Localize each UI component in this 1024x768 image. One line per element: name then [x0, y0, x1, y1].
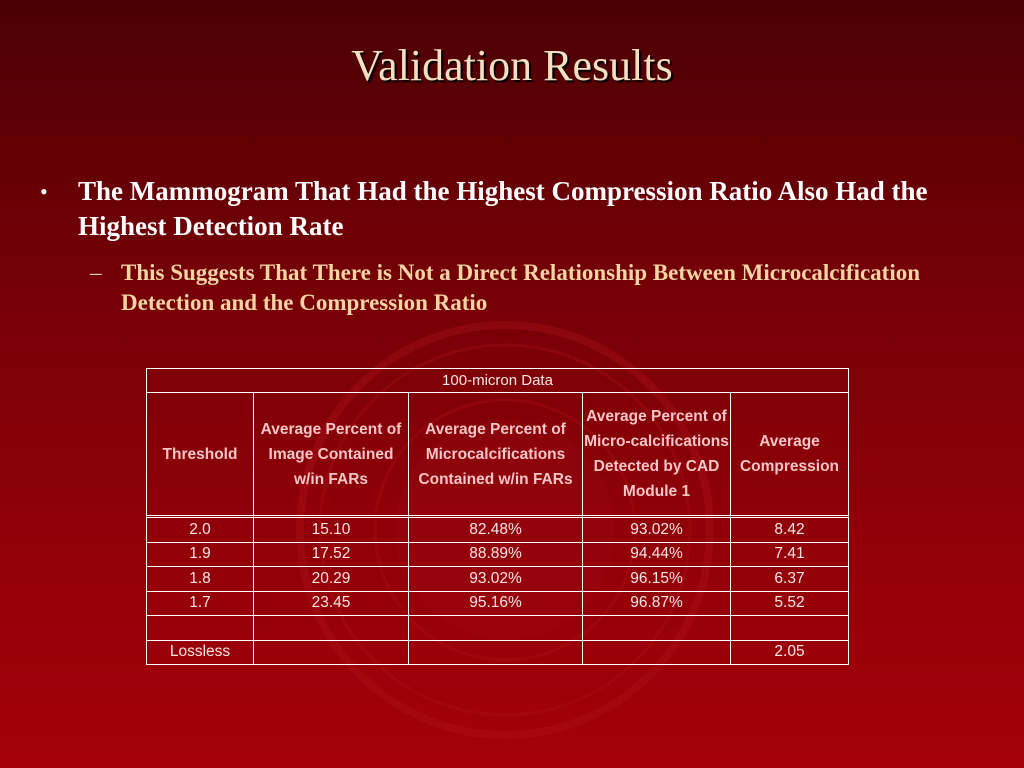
table-header-row: Threshold Average Percent of Image Conta… [146, 393, 849, 518]
cell-average-compression [731, 616, 849, 641]
cell-percent-microcalcifications [409, 616, 583, 641]
table-row: 1.8 20.29 93.02% 96.15% 6.37 [146, 567, 849, 592]
cell-percent-microcalcifications: 82.48% [409, 518, 583, 543]
cell-threshold: 1.9 [146, 542, 254, 567]
sub-bullet-text: This Suggests That There is Not a Direct… [121, 260, 921, 315]
table-row: 1.7 23.45 95.16% 96.87% 5.52 [146, 591, 849, 616]
cell-percent-image: 20.29 [254, 567, 409, 592]
cell-average-compression: 5.52 [731, 591, 849, 616]
slide-title: Validation Results [351, 41, 673, 90]
table-row: 1.9 17.52 88.89% 94.44% 7.41 [146, 542, 849, 567]
table-row [146, 616, 849, 641]
cell-percent-microcalcifications [409, 640, 583, 665]
cell-percent-detected: 96.87% [583, 591, 731, 616]
cell-threshold: Lossless [146, 640, 254, 665]
bullet-marker: • [40, 179, 48, 204]
cell-percent-microcalcifications: 95.16% [409, 591, 583, 616]
cell-percent-image [254, 616, 409, 641]
header-percent-detected: Average Percent of Micro-calcifications … [583, 393, 731, 518]
cell-percent-detected [583, 640, 731, 665]
header-percent-microcalcifications: Average Percent of Microcalcifications C… [409, 393, 583, 518]
cell-percent-microcalcifications: 88.89% [409, 542, 583, 567]
cell-percent-image [254, 640, 409, 665]
cell-percent-image: 23.45 [254, 591, 409, 616]
cell-percent-microcalcifications: 93.02% [409, 567, 583, 592]
cell-average-compression: 8.42 [731, 518, 849, 543]
cell-threshold [146, 616, 254, 641]
cell-percent-image: 15.10 [254, 518, 409, 543]
table-row: 2.0 15.10 82.48% 93.02% 8.42 [146, 518, 849, 543]
sub-bullet-marker: – [90, 260, 102, 285]
cell-percent-detected: 93.02% [583, 518, 731, 543]
table-caption: 100-micron Data [146, 368, 849, 393]
cell-average-compression: 2.05 [731, 640, 849, 665]
cell-percent-detected: 94.44% [583, 542, 731, 567]
results-table: 100-micron Data Threshold Average Percen… [146, 368, 849, 665]
header-percent-image: Average Percent of Image Contained w/in … [254, 393, 409, 518]
main-bullet-text: The Mammogram That Had the Highest Compr… [78, 176, 928, 241]
cell-threshold: 1.8 [146, 567, 254, 592]
cell-average-compression: 7.41 [731, 542, 849, 567]
cell-average-compression: 6.37 [731, 567, 849, 592]
header-average-compression: Average Compression [731, 393, 849, 518]
table-row: Lossless 2.05 [146, 640, 849, 665]
header-threshold: Threshold [146, 393, 254, 518]
cell-threshold: 2.0 [146, 518, 254, 543]
cell-percent-detected: 96.15% [583, 567, 731, 592]
cell-threshold: 1.7 [146, 591, 254, 616]
cell-percent-image: 17.52 [254, 542, 409, 567]
cell-percent-detected [583, 616, 731, 641]
